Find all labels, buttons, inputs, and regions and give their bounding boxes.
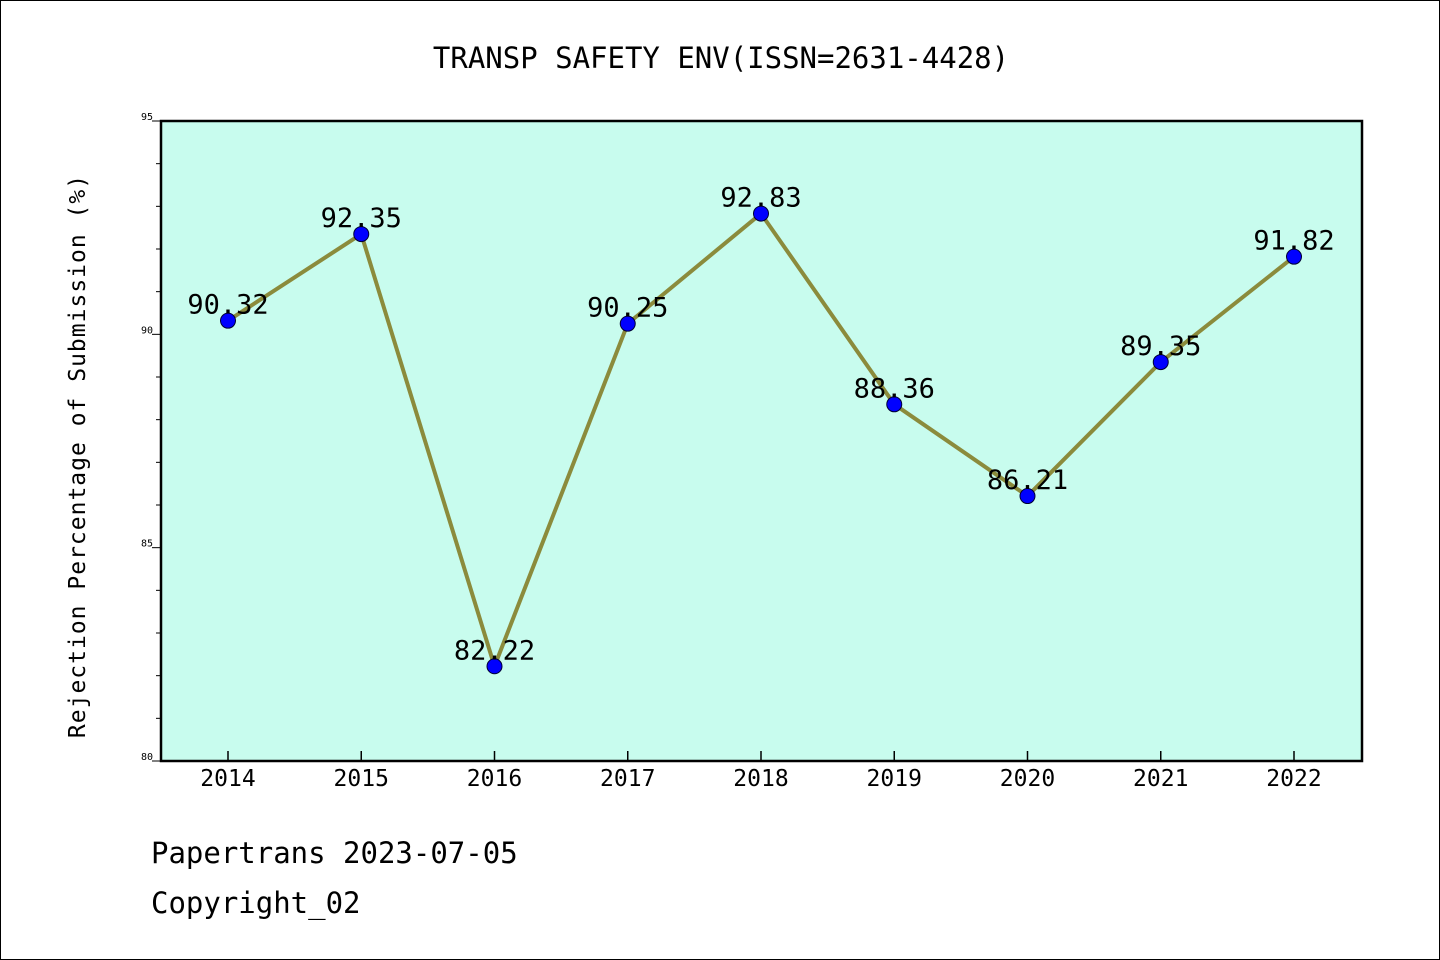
data-point — [886, 396, 903, 413]
data-label: 90.32 — [187, 290, 268, 321]
footer-copyright: Copyright_02 — [151, 886, 361, 920]
data-point — [619, 315, 636, 332]
data-point — [220, 312, 236, 329]
data-label: 92.83 — [720, 183, 801, 214]
x-axis-ticks: 2014 2015 2016 2017 2018 2019 2020 2021 2022 — [200, 751, 1322, 792]
x-tick-label: 2020 — [1000, 766, 1055, 792]
data-point — [353, 226, 370, 243]
data-label: 90.25 — [587, 293, 668, 324]
data-point — [753, 205, 769, 222]
data-label: 86.21 — [987, 465, 1068, 496]
y-axis-label: Rejection Percentage of Submission (%) — [65, 174, 91, 738]
x-tick-label: 2021 — [1133, 766, 1188, 792]
y-tick-label: 95 — [141, 112, 153, 123]
x-tick-label: 2014 — [200, 766, 255, 792]
y-axis-ticks: 80 85 90 95 — [141, 112, 161, 763]
y-tick-label: 85 — [141, 539, 153, 550]
x-tick-label: 2016 — [467, 766, 522, 792]
x-tick-label: 2019 — [867, 766, 922, 792]
data-label: 91.82 — [1253, 226, 1334, 257]
data-label: 88.36 — [854, 373, 935, 404]
x-tick-label: 2022 — [1266, 766, 1321, 792]
chart-title: TRANSP SAFETY ENV(ISSN=2631-4428) — [433, 41, 1009, 75]
data-point — [1286, 248, 1302, 265]
x-tick-label: 2015 — [334, 766, 389, 792]
data-label: 92.35 — [321, 203, 402, 234]
footer-date: Papertrans 2023-07-05 — [151, 836, 518, 870]
data-point — [1019, 488, 1036, 505]
x-tick-label: 2017 — [600, 766, 655, 792]
data-point — [486, 658, 503, 675]
x-tick-label: 2018 — [733, 766, 788, 792]
data-label: 82.22 — [454, 635, 535, 666]
data-labels: 90.32 92.35 82.22 90.25 92.83 88.36 86.21 89.35… — [187, 183, 1334, 667]
data-markers — [220, 205, 1302, 675]
y-tick-label: 80 — [141, 752, 153, 763]
y-tick-label: 90 — [141, 325, 153, 336]
y-minor-ticks — [156, 163, 161, 719]
data-label: 89.35 — [1120, 331, 1201, 362]
data-point — [1152, 354, 1169, 371]
